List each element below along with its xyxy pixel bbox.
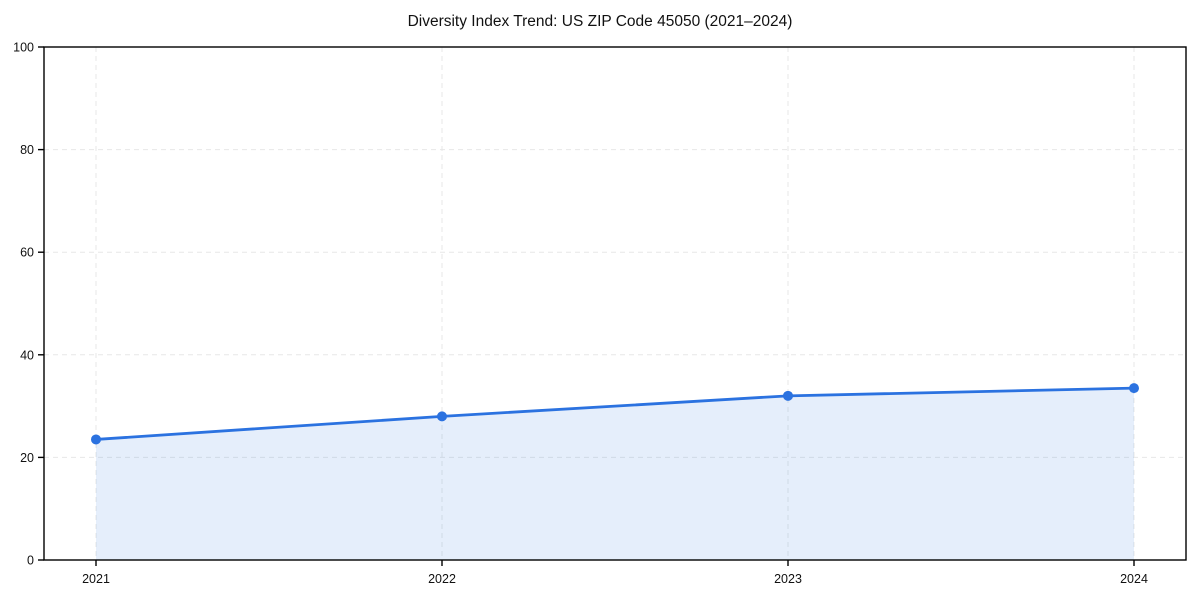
chart-title: Diversity Index Trend: US ZIP Code 45050…	[407, 13, 793, 30]
y-axis-tick-label: 100	[13, 41, 34, 55]
trend-line	[94, 386, 1136, 441]
y-axis-tick-label: 0	[27, 554, 34, 568]
y-axis-tick-label: 60	[20, 246, 34, 260]
x-axis-tick-label: 2023	[774, 572, 802, 586]
data-point-marker	[91, 434, 101, 445]
y-axis-tick-label: 20	[20, 451, 34, 465]
area-fill	[96, 388, 1134, 560]
y-axis-tick-label: 80	[20, 143, 34, 157]
x-axis-tick-label: 2024	[1120, 572, 1148, 586]
y-axis-tick-label: 40	[20, 348, 34, 362]
plot-border	[43, 46, 1187, 561]
data-point-marker	[437, 411, 447, 422]
data-point-marker	[783, 390, 793, 401]
x-axis-tick-label: 2021	[82, 572, 110, 586]
x-axis-tick-label: 2022	[428, 572, 456, 586]
data-point-marker	[1129, 383, 1139, 394]
